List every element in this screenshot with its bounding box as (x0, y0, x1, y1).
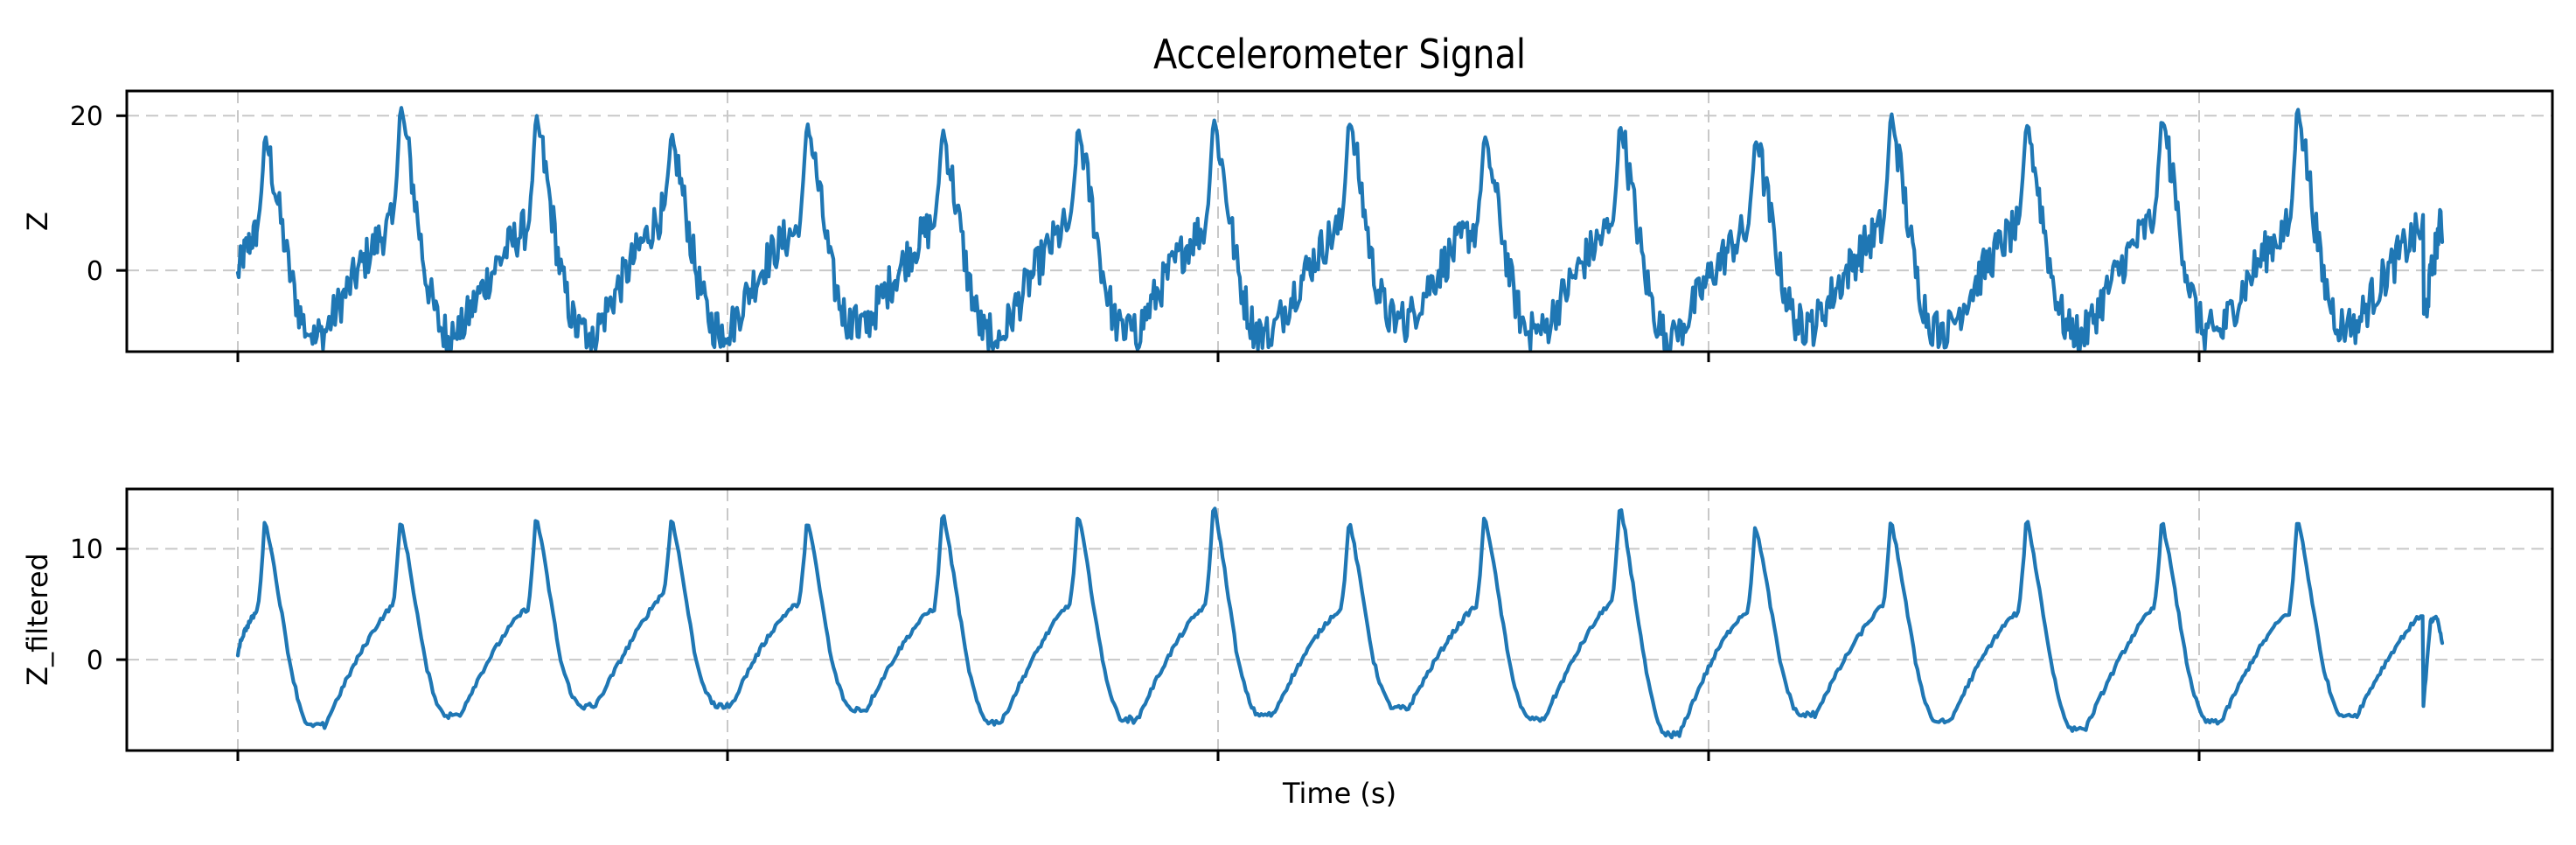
ytick-label-top-0: 0 (87, 256, 103, 287)
ytick-label-top-20: 20 (70, 101, 103, 132)
series-z-line (235, 106, 2445, 352)
series-z-filtered-line (235, 506, 2445, 740)
ylabel-z: Z (21, 212, 54, 231)
xlabel-time: Time (s) (1282, 777, 1396, 810)
ylabel-z-filtered: Z_filtered (21, 553, 54, 686)
ytick-label-bottom-0: 0 (87, 646, 103, 676)
axes-bottom-frame (125, 487, 2554, 752)
ticks-bottom (116, 547, 2201, 761)
ytick-label-bottom-10: 10 (70, 534, 103, 565)
chart-title: Accelerometer Signal (1153, 31, 1526, 78)
axes-bottom: 10 0 Z_filtered Time (s) (21, 487, 2554, 810)
axes-top: 20 0 Z (21, 89, 2554, 362)
axes-top-frame (125, 89, 2554, 353)
ticks-top (116, 114, 2201, 362)
